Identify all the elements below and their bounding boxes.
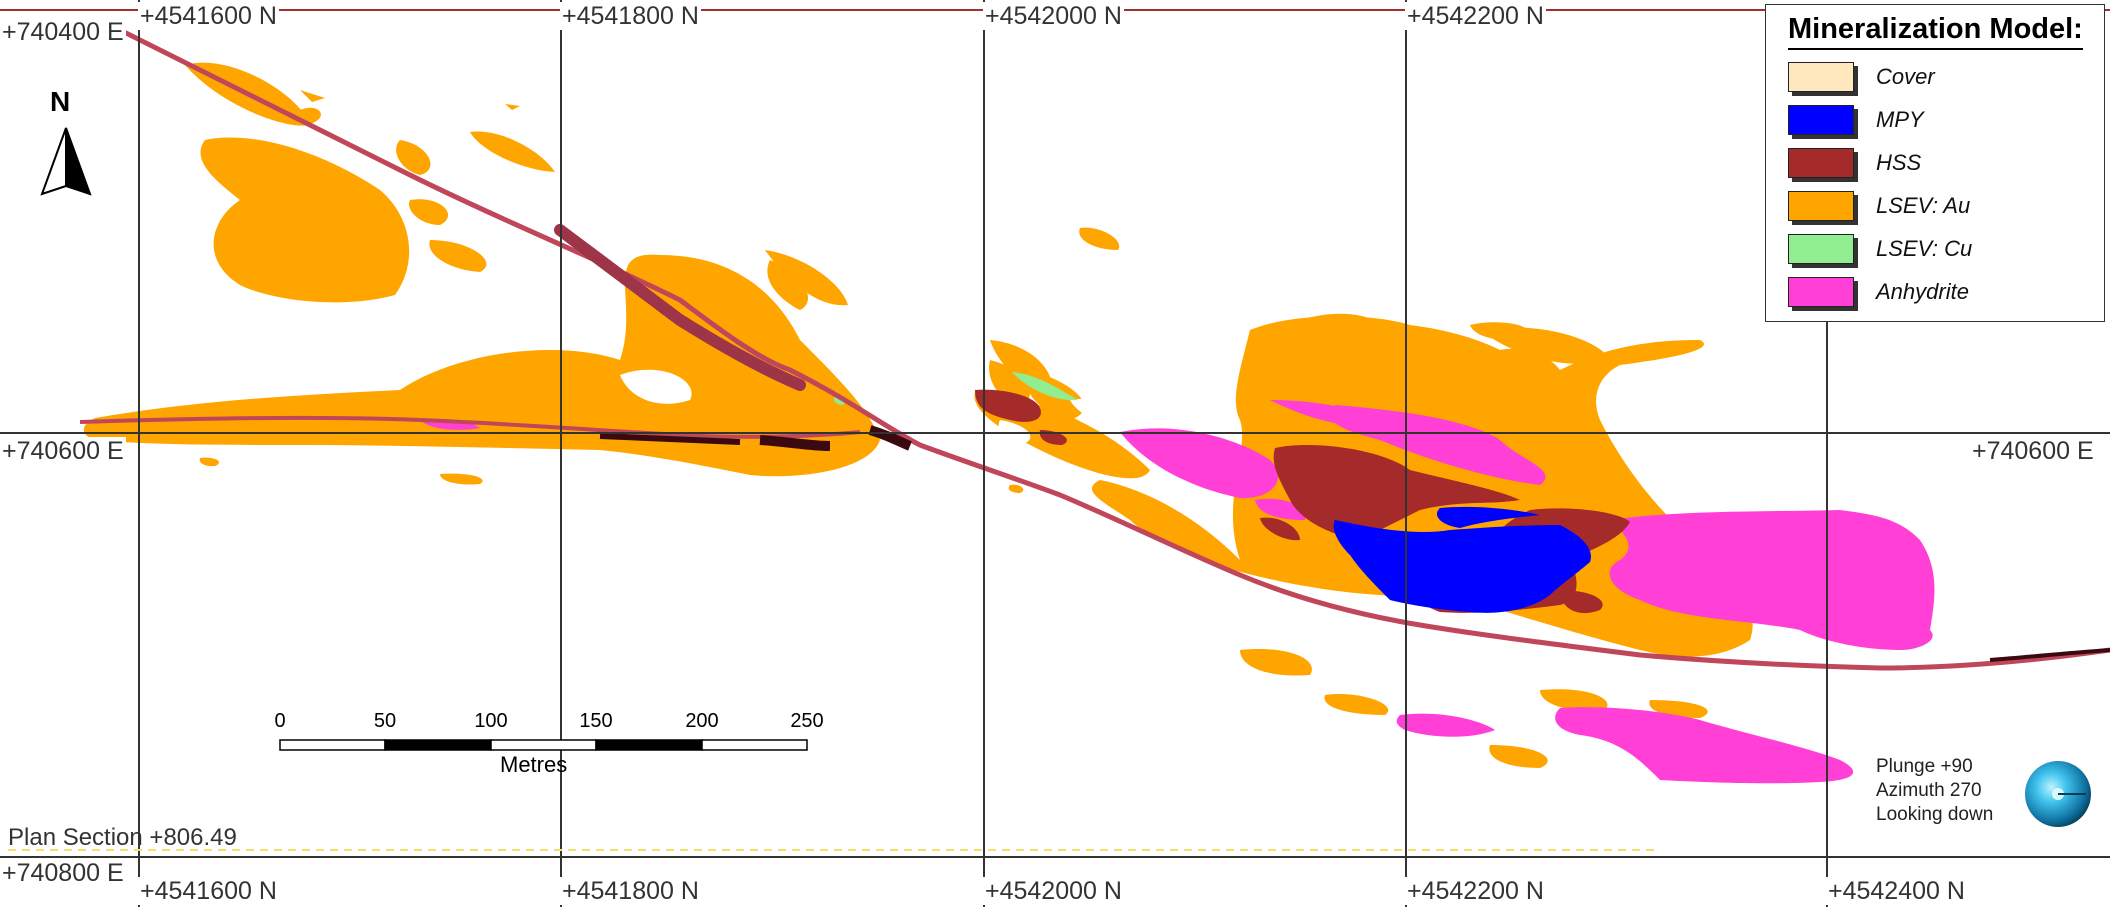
legend-label: MPY <box>1876 107 1924 132</box>
orange-voids <box>620 369 1112 478</box>
grid-label-left-3: +740800 E <box>0 859 126 887</box>
grid-label-top-4: +4542200 N <box>1405 2 1546 30</box>
mpy-bodies <box>1333 506 1591 613</box>
view-orientation-sphere-icon <box>2025 761 2091 827</box>
looking-label: Looking down <box>1876 804 1994 825</box>
azimuth-label: Azimuth 270 <box>1876 780 1982 801</box>
plunge-label: Plunge +90 <box>1876 756 1973 777</box>
legend-label: Anhydrite <box>1876 279 1969 304</box>
scale-tick-label: 100 <box>474 710 508 732</box>
legend-swatch-hss <box>1788 148 1854 178</box>
legend-item-hss: HSS <box>1788 146 2088 182</box>
legend-swatch-lsev-au <box>1788 191 1854 221</box>
scale-bar: 0 50 100 150 200 250 Metres <box>262 710 842 790</box>
legend-title: Mineralization Model: <box>1788 13 2083 50</box>
scale-tick-label: 0 <box>274 710 286 732</box>
legend-swatch-lsev-cu <box>1788 234 1854 264</box>
legend-swatch-anhydrite <box>1788 277 1854 307</box>
grid-label-bottom-1: +4541600 N <box>138 877 279 905</box>
legend-item-mpy: MPY <box>1788 103 2088 139</box>
legend-item-anhydrite: Anhydrite <box>1788 275 2088 311</box>
legend-swatch-mpy <box>1788 105 1854 135</box>
view-orientation-info: Plunge +90 Azimuth 270 Looking down <box>1876 755 1993 827</box>
grid-label-left-1: +740400 E <box>0 18 126 46</box>
scale-bar-graphic <box>279 739 808 751</box>
anhydrite-bodies <box>420 400 1935 784</box>
north-arrow-icon <box>40 127 92 196</box>
legend: Mineralization Model: Cover MPY HSS LSEV… <box>1765 4 2105 322</box>
legend-label: LSEV: Cu <box>1876 236 1973 261</box>
plan-section-label: Plan Section +806.49 <box>8 824 237 851</box>
scale-tick-label: 150 <box>579 710 613 732</box>
scale-tick-label: 200 <box>685 710 719 732</box>
north-label: N <box>50 86 71 117</box>
grid-label-bottom-2: +4541800 N <box>560 877 701 905</box>
grid-label-bottom-5: +4542400 N <box>1826 877 1967 905</box>
grid-label-right: +740600 E <box>1970 437 2096 465</box>
legend-label: LSEV: Au <box>1876 193 1971 218</box>
scale-tick-label: 50 <box>373 710 397 732</box>
grid-label-left-2: +740600 E <box>0 437 126 465</box>
grid-label-top-3: +4542000 N <box>983 2 1124 30</box>
grid-label-top-2: +4541800 N <box>560 2 701 30</box>
grid-label-bottom-3: +4542000 N <box>983 877 1124 905</box>
legend-label: Cover <box>1876 64 1935 89</box>
scale-unit-label: Metres <box>500 752 568 777</box>
legend-item-lsev-au: LSEV: Au <box>1788 189 2088 225</box>
lsev-au-bodies <box>83 62 1753 768</box>
fault-lines <box>79 27 2110 671</box>
legend-item-cover: Cover <box>1788 60 2088 96</box>
grid-label-bottom-4: +4542200 N <box>1405 877 1546 905</box>
legend-label: HSS <box>1876 150 1922 175</box>
legend-swatch-cover <box>1788 62 1854 92</box>
scale-tick-label: 250 <box>790 710 824 732</box>
grid-label-top-1: +4541600 N <box>138 2 279 30</box>
legend-item-lsev-cu: LSEV: Cu <box>1788 232 2088 268</box>
